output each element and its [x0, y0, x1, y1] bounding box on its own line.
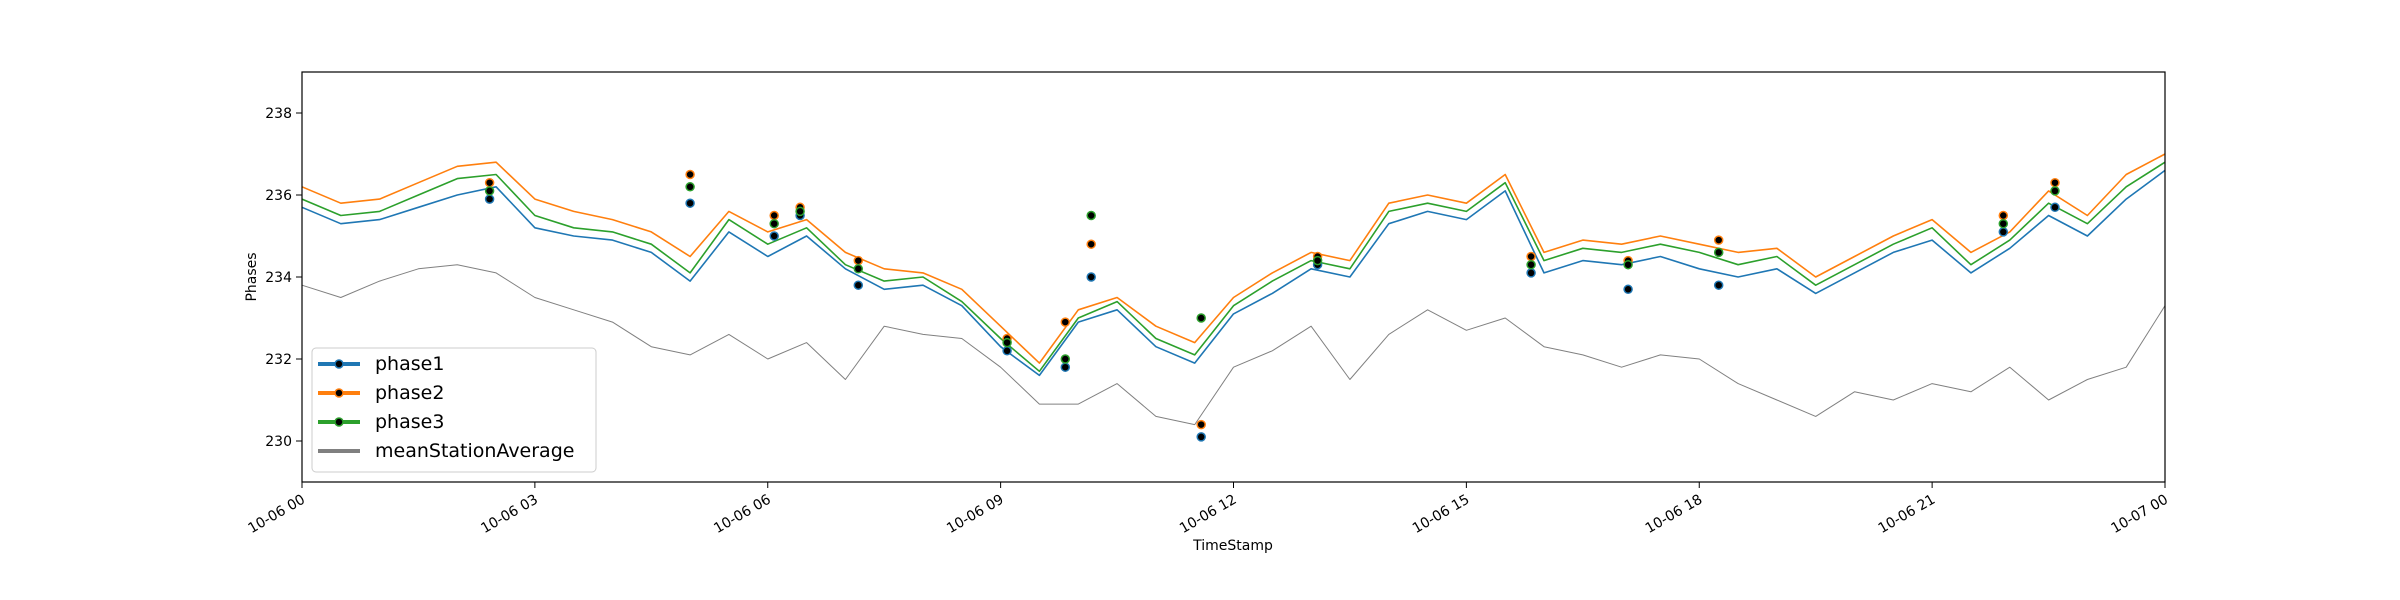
event-marker-phase2 — [769, 210, 779, 221]
event-marker-phase3 — [1713, 247, 1724, 258]
y-tick-label: 230 — [265, 434, 292, 450]
event-marker-phase3 — [1623, 259, 1633, 270]
event-marker-phase3 — [2050, 186, 2060, 196]
y-tick-label: 234 — [265, 270, 292, 286]
event-marker-phase1 — [685, 198, 695, 208]
event-marker-phase1 — [1086, 272, 1096, 282]
event-marker-phase3 — [795, 206, 805, 217]
event-marker-phase1 — [1060, 362, 1071, 372]
event-marker-phase3 — [484, 186, 495, 196]
event-marker-phase2 — [484, 177, 495, 188]
event-marker-phase2 — [1086, 239, 1096, 249]
event-marker-phase3 — [769, 218, 779, 229]
event-marker-phase2 — [685, 169, 695, 180]
legend-entry-meanStationAverage: meanStationAverage — [318, 440, 574, 462]
event-marker-phase3 — [1312, 255, 1323, 266]
x-axis-label: TimeStamp — [1192, 538, 1273, 554]
series-layer — [301, 153, 2166, 426]
event-marker-phase2 — [1526, 251, 1536, 262]
event-marker-phase3 — [1998, 218, 2009, 229]
series-line-phase2 — [301, 153, 2166, 364]
y-tick-label: 236 — [265, 188, 292, 204]
event-marker-phase2 — [1060, 317, 1071, 327]
event-marker-phase3 — [685, 182, 695, 192]
event-marker-phase2 — [853, 255, 864, 266]
legend-entry-phase1: phase1 — [318, 353, 444, 375]
legend-entry-phase3: phase3 — [318, 411, 444, 433]
marker-layer — [484, 169, 2060, 442]
event-marker-phase1 — [484, 194, 495, 204]
event-marker-phase3 — [1060, 354, 1071, 364]
event-marker-phase1 — [1623, 284, 1633, 295]
event-marker-phase1 — [2050, 202, 2060, 213]
event-marker-phase3 — [1526, 259, 1536, 270]
legend-entry-phase2: phase2 — [318, 382, 444, 404]
legend: phase1 phase2 phase3 meanStationAverage — [311, 347, 597, 473]
event-marker-phase1 — [769, 231, 779, 241]
y-tick-label: 232 — [265, 352, 292, 368]
event-marker-phase3 — [853, 264, 864, 274]
y-tick-label: 238 — [265, 106, 292, 122]
event-marker-phase3 — [1086, 210, 1096, 221]
event-marker-phase1 — [1998, 227, 2009, 237]
event-marker-phase3 — [1196, 313, 1206, 323]
series-line-meanStationAverage — [301, 264, 2166, 426]
event-marker-phase3 — [1002, 337, 1012, 348]
legend-marker-phase1 — [334, 359, 344, 369]
event-marker-phase1 — [1196, 432, 1206, 442]
legend-label-phase2: phase2 — [375, 382, 444, 404]
event-marker-phase1 — [1002, 346, 1012, 356]
event-marker-phase1 — [853, 280, 864, 290]
event-marker-phase1 — [1713, 280, 1724, 290]
legend-label-meanStationAverage: meanStationAverage — [375, 440, 574, 462]
legend-marker-phase3 — [334, 417, 344, 427]
y-axis: 230 232 234 236 238 — [265, 106, 302, 450]
event-marker-phase1 — [1526, 268, 1536, 278]
y-axis-label: Phases — [244, 252, 260, 301]
event-marker-phase2 — [2050, 177, 2060, 188]
legend-box — [311, 347, 597, 473]
event-marker-phase2 — [1713, 235, 1724, 245]
legend-marker-phase2 — [334, 388, 344, 398]
legend-label-phase3: phase3 — [375, 411, 444, 433]
series-line-phase3 — [301, 161, 2166, 373]
event-marker-phase2 — [1196, 419, 1206, 430]
legend-label-phase1: phase1 — [375, 353, 444, 375]
series-line-phase1 — [301, 169, 2166, 377]
event-marker-phase2 — [1998, 210, 2009, 221]
